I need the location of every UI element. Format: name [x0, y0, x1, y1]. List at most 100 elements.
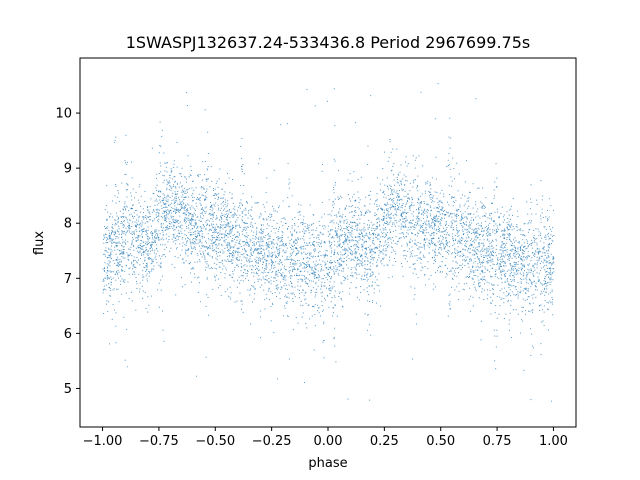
scatter-point [117, 274, 119, 276]
scatter-point [448, 253, 450, 255]
scatter-point [546, 257, 548, 259]
scatter-point [369, 399, 371, 401]
scatter-point [521, 234, 523, 236]
scatter-point [195, 239, 197, 241]
scatter-point [355, 211, 357, 213]
scatter-point [348, 232, 350, 234]
scatter-point [147, 254, 149, 256]
scatter-point [140, 226, 142, 228]
scatter-point [139, 247, 141, 249]
scatter-point [300, 222, 302, 224]
scatter-point [213, 229, 215, 231]
scatter-point [166, 187, 168, 189]
scatter-point [549, 272, 551, 274]
scatter-point [520, 259, 522, 261]
scatter-point [469, 192, 471, 194]
scatter-point [405, 156, 407, 158]
scatter-point [233, 269, 235, 271]
scatter-point [329, 266, 331, 268]
scatter-point [215, 239, 217, 241]
scatter-point [221, 197, 223, 199]
scatter-point [144, 257, 146, 259]
scatter-point [204, 250, 206, 252]
scatter-point [514, 268, 516, 270]
scatter-point [312, 270, 314, 272]
scatter-point [335, 232, 337, 234]
scatter-point [188, 215, 190, 217]
scatter-point [367, 145, 369, 147]
scatter-point [215, 182, 217, 184]
scatter-point [339, 208, 341, 210]
scatter-point [545, 234, 547, 236]
scatter-point [505, 295, 507, 297]
scatter-point [297, 322, 299, 324]
scatter-point [489, 271, 491, 273]
scatter-point [380, 207, 382, 209]
scatter-point [186, 241, 188, 243]
scatter-point [224, 215, 226, 217]
scatter-point [384, 244, 386, 246]
scatter-point [449, 117, 451, 119]
scatter-point [226, 172, 228, 174]
scatter-point [502, 233, 504, 235]
scatter-point [283, 217, 285, 219]
scatter-point [321, 170, 323, 172]
scatter-point [173, 199, 175, 201]
scatter-point [360, 292, 362, 294]
scatter-point [108, 256, 110, 258]
scatter-point [295, 248, 297, 250]
scatter-point [125, 232, 127, 234]
scatter-point [431, 233, 433, 235]
scatter-point [227, 295, 229, 297]
scatter-point [117, 269, 119, 271]
scatter-point [419, 230, 421, 232]
scatter-point [507, 224, 509, 226]
scatter-point [541, 292, 543, 294]
scatter-point [108, 301, 110, 303]
scatter-point [171, 195, 173, 197]
scatter-point [290, 265, 292, 267]
scatter-point [385, 222, 387, 224]
scatter-point [357, 256, 359, 258]
scatter-point [267, 256, 269, 258]
scatter-point [178, 209, 180, 211]
scatter-point [363, 275, 365, 277]
scatter-point [281, 275, 283, 277]
scatter-point [239, 256, 241, 258]
scatter-point [108, 247, 110, 249]
scatter-point [220, 227, 222, 228]
scatter-point [280, 240, 282, 242]
scatter-point [136, 219, 138, 221]
scatter-point [265, 248, 267, 250]
scatter-point [452, 196, 454, 198]
scatter-point [321, 281, 323, 283]
scatter-point [309, 280, 310, 282]
scatter-point [341, 235, 343, 237]
scatter-point [512, 198, 514, 200]
scatter-point [303, 263, 305, 265]
scatter-point [139, 291, 141, 293]
scatter-point [259, 215, 261, 217]
scatter-point [365, 240, 367, 242]
scatter-point [136, 261, 138, 263]
scatter-point [508, 269, 510, 271]
scatter-point [381, 258, 383, 260]
scatter-point [174, 208, 176, 210]
scatter-point [248, 261, 250, 263]
scatter-point [145, 243, 147, 245]
scatter-point [517, 248, 519, 250]
scatter-point [324, 261, 326, 263]
scatter-point [199, 202, 201, 204]
scatter-point [297, 252, 299, 254]
scatter-point [269, 216, 271, 218]
scatter-point [263, 278, 265, 280]
scatter-point [315, 294, 317, 296]
scatter-point [278, 205, 280, 207]
scatter-point [473, 271, 475, 273]
scatter-point [407, 193, 409, 195]
scatter-point [454, 220, 456, 222]
scatter-point [475, 204, 477, 206]
scatter-point [281, 236, 283, 238]
scatter-point [276, 289, 278, 291]
